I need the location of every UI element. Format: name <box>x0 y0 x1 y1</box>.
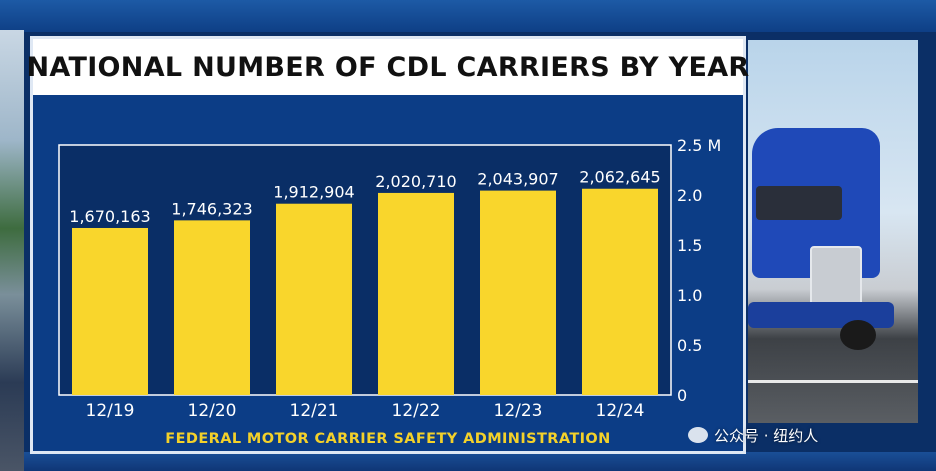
watermark-text: 公众号 · 纽约人 <box>714 426 819 445</box>
data-label: 1,746,323 <box>171 199 252 218</box>
y-tick-label: 1.5 <box>677 236 702 255</box>
bar-12-24 <box>582 188 658 395</box>
data-label: 2,043,907 <box>477 170 558 189</box>
x-tick-label: 12/21 <box>290 401 339 421</box>
data-labels-group: 1,670,163 1,746,323 1,912,904 2,020,710 2,04… <box>69 168 660 226</box>
data-label: 2,062,645 <box>579 168 660 187</box>
background-bottom <box>0 452 936 471</box>
truck-grille <box>810 246 862 306</box>
x-tick-label: 12/24 <box>596 401 645 421</box>
data-label: 1,670,163 <box>69 207 150 226</box>
source-credit: FEDERAL MOTOR CARRIER SAFETY ADMINISTRAT… <box>165 431 611 447</box>
data-label: 1,912,904 <box>273 183 354 202</box>
x-tick-label: 12/23 <box>494 401 543 421</box>
y-tick-label: 2.5 M <box>677 136 721 155</box>
truck-windshield <box>756 186 842 220</box>
y-tick-label: 2.0 <box>677 186 702 205</box>
data-label: 2,020,710 <box>375 172 456 191</box>
x-tick-label: 12/19 <box>86 401 135 421</box>
truck-wheel <box>840 320 876 350</box>
bar-12-22 <box>378 192 454 395</box>
truck-photo <box>748 40 918 423</box>
chart-panel: NATIONAL NUMBER OF CDL CARRIERS BY YEAR … <box>27 36 749 454</box>
y-tick-labels-group: 0 0.5 1.0 1.5 2.0 2.5 M <box>677 136 721 405</box>
y-tick-label: 0.5 <box>677 336 702 355</box>
x-tick-label: 12/20 <box>188 401 237 421</box>
plot-area <box>58 144 672 396</box>
left-background-photo <box>0 30 24 471</box>
title-bar: NATIONAL NUMBER OF CDL CARRIERS BY YEAR <box>27 39 749 95</box>
bar-12-20 <box>174 220 250 395</box>
chat-bubble-icon <box>688 427 708 443</box>
x-tick-labels-group: 12/19 12/20 12/21 12/22 12/23 12/24 <box>86 401 645 421</box>
road-line <box>748 380 918 383</box>
y-tick-label: 1.0 <box>677 286 702 305</box>
background-top <box>0 0 936 32</box>
y-tick-label: 0 <box>677 386 687 405</box>
source-bar: FEDERAL MOTOR CARRIER SAFETY ADMINISTRAT… <box>33 427 743 451</box>
x-tick-label: 12/22 <box>392 401 441 421</box>
watermark: 公众号 · 纽约人 <box>688 424 818 446</box>
bar-12-19 <box>72 227 148 395</box>
bar-chart: 1,670,163 1,746,323 1,912,904 2,020,710 2,04… <box>58 136 721 421</box>
truck-bumper <box>748 302 894 328</box>
chart-title: NATIONAL NUMBER OF CDL CARRIERS BY YEAR <box>26 51 750 83</box>
bar-12-23 <box>480 190 556 395</box>
bar-12-21 <box>276 203 352 395</box>
bars-group <box>72 188 658 395</box>
